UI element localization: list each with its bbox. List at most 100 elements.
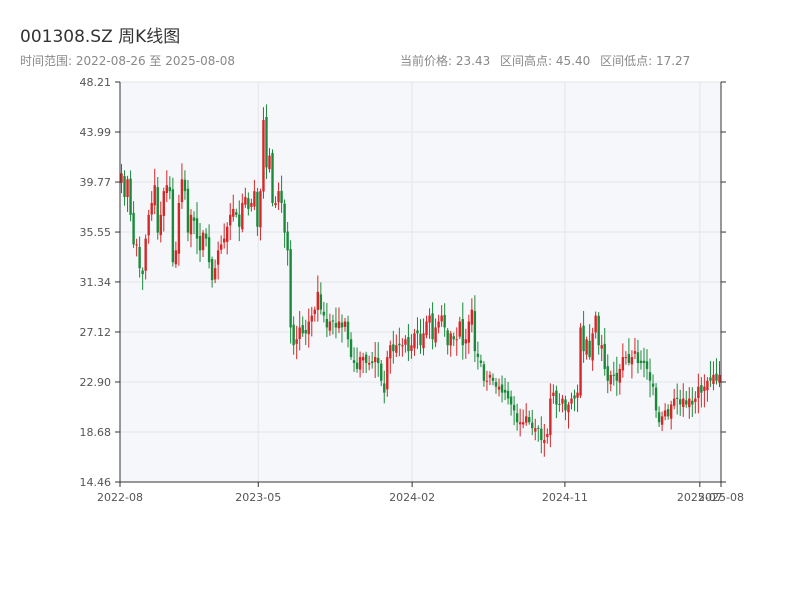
candle-body: [325, 319, 329, 328]
x-tick-label: 2022-08: [97, 491, 143, 504]
candle-body: [521, 422, 525, 425]
x-tick-label: 2023-05: [235, 491, 281, 504]
candle-body: [256, 191, 259, 227]
candle-body: [561, 398, 564, 404]
candle-body: [226, 226, 229, 242]
x-tick-label: 2025-07: [677, 491, 723, 504]
candle-body: [473, 311, 477, 352]
candle-body: [706, 380, 709, 391]
candle-body: [555, 390, 558, 405]
candle-body: [428, 315, 431, 323]
candle-body: [204, 233, 208, 239]
candle-body: [503, 389, 507, 393]
candle-body: [410, 345, 413, 351]
candle-body: [594, 315, 597, 333]
candle-body: [274, 203, 277, 206]
candle-body: [186, 188, 190, 233]
candle-body: [718, 374, 721, 383]
candle-body: [455, 339, 458, 341]
candle-body: [660, 416, 664, 425]
candle-body: [120, 173, 123, 183]
candle-body: [183, 179, 187, 192]
candle-body: [494, 382, 498, 387]
candle-body: [132, 212, 135, 245]
candle-body: [515, 413, 519, 423]
candle-body: [531, 422, 534, 429]
candle-body: [422, 333, 425, 349]
candle-body: [672, 398, 676, 406]
candle-body: [358, 357, 362, 370]
candle-body: [636, 352, 640, 364]
candle-body: [398, 343, 401, 346]
y-tick-label: 31.34: [80, 276, 112, 289]
candle-body: [331, 320, 335, 322]
candle-body: [322, 311, 326, 316]
candle-body: [612, 374, 615, 376]
candle-body: [301, 325, 304, 334]
candle-body: [500, 384, 504, 393]
candle-body: [180, 179, 184, 202]
candle-body: [591, 333, 594, 361]
candle-body: [479, 360, 483, 364]
candle-body: [624, 357, 628, 359]
range-high-text: 区间高点: 45.40: [500, 54, 591, 68]
candle-body: [370, 361, 374, 364]
candle-body: [669, 404, 673, 419]
candle-body: [198, 236, 202, 251]
candle-body: [286, 231, 289, 251]
candle-body: [165, 185, 169, 194]
candle-body: [238, 214, 241, 227]
candle-body: [352, 360, 356, 364]
candle-body: [386, 357, 389, 390]
candle-body: [715, 373, 718, 381]
candle-body: [392, 344, 395, 352]
candle-body: [419, 333, 422, 346]
candle-body: [712, 374, 715, 384]
candle-body: [440, 315, 443, 322]
candle-body: [280, 190, 283, 204]
candle-body: [340, 322, 344, 328]
candle-body: [528, 417, 531, 423]
candle-body: [343, 321, 347, 327]
candle-body: [470, 309, 474, 325]
candle-body: [567, 404, 570, 413]
candle-body: [606, 366, 609, 381]
candle-body: [123, 176, 126, 198]
candle-body: [177, 203, 181, 254]
candle-body: [141, 270, 144, 275]
candle-body: [615, 372, 619, 381]
candle-body: [383, 383, 386, 393]
candle-body: [295, 339, 298, 344]
candle-body: [543, 440, 546, 444]
candle-body: [156, 187, 159, 233]
y-tick-label: 18.68: [80, 426, 112, 439]
candle-body: [364, 354, 368, 364]
candle-body: [558, 403, 561, 405]
stats-summary: 当前价格: 23.43 区间高点: 45.40 区间低点: 17.27: [400, 52, 696, 69]
candle-body: [380, 363, 383, 381]
candle-body: [485, 380, 489, 382]
candle-body: [491, 377, 495, 381]
candle-body: [703, 386, 706, 392]
candle-body: [437, 321, 440, 328]
candle-body: [449, 333, 452, 346]
candle-body: [482, 364, 486, 381]
y-tick-label: 35.55: [80, 226, 112, 239]
axes: 14.46 18.68 22.90 27.12 31.34 35.55 39.77 43.99…: [80, 76, 744, 504]
candles: [120, 104, 721, 457]
candle-body: [241, 203, 244, 230]
candle-body: [603, 343, 606, 369]
candle-body: [576, 392, 579, 398]
candle-body: [310, 315, 313, 322]
candle-body: [467, 321, 471, 343]
candle-body: [319, 294, 323, 310]
candle-body: [389, 345, 392, 359]
candle-body: [247, 198, 250, 209]
date-range-text: 时间范围: 2022-08-26 至 2025-08-08: [20, 54, 235, 68]
candle-body: [207, 237, 211, 263]
candle-body: [316, 291, 320, 310]
candle-body: [413, 333, 416, 349]
candle-body: [685, 400, 688, 405]
candle-body: [377, 357, 380, 364]
candle-body: [621, 357, 625, 371]
